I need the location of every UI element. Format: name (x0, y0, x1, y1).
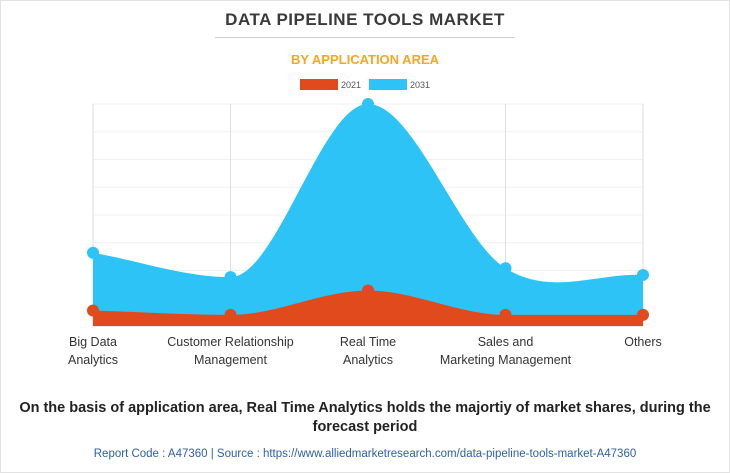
x-tick-label: Others (624, 335, 662, 349)
area-chart: Big Data Analytics Customer Relationship Ma… (68, 98, 662, 367)
legend-swatch-2031 (369, 79, 407, 90)
legend-swatch-2021 (299, 79, 338, 90)
x-tick-label: Real Time Analytics (340, 335, 396, 367)
data-point-2021-1 (224, 308, 237, 321)
legend-item-2031[interactable]: 2031 (369, 79, 430, 90)
data-point-2031-1 (224, 271, 237, 284)
data-point-2031-2 (362, 98, 374, 110)
chart-subtitle: BY APPLICATION AREA (290, 52, 440, 67)
data-point-2021-0 (87, 304, 99, 317)
legend-label-2031: 2031 (410, 79, 431, 90)
x-tick-label: Sales and Marketing Management (440, 335, 572, 367)
data-point-2021-4 (637, 308, 649, 321)
data-point-2021-3 (499, 308, 512, 321)
chart-caption: On the basis of application area, Real T… (19, 400, 711, 435)
legend: 2021 2031 (0, 79, 730, 90)
x-tick-label: Big Data Analytics (68, 335, 118, 367)
report-source-footer: Report Code : A47360 | Source : https://… (93, 448, 637, 460)
data-point-2031-3 (499, 262, 512, 275)
title-divider (215, 37, 515, 38)
data-point-2021-2 (362, 284, 374, 297)
x-tick-label: Customer Relationship Management (167, 335, 293, 367)
legend-item-2021[interactable]: 2021 (299, 79, 361, 90)
data-point-2031-4 (637, 268, 649, 281)
chart-title: DATA PIPELINE TOOLS MARKET (225, 10, 505, 29)
legend-label-2021: 2021 (340, 79, 361, 90)
data-point-2031-0 (87, 246, 99, 259)
